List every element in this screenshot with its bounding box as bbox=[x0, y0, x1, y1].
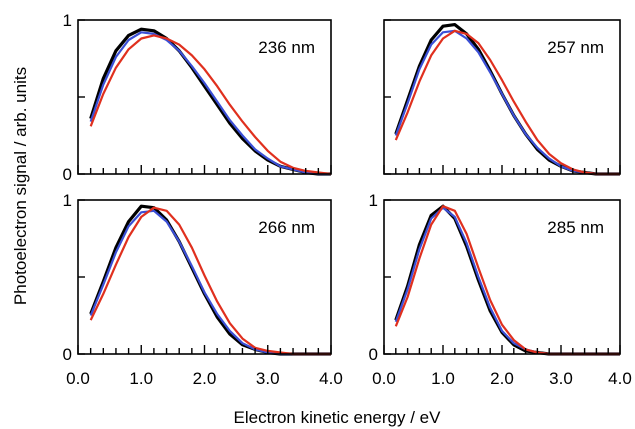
panel-title: 266 nm bbox=[258, 218, 315, 237]
x-tick-label: 1.0 bbox=[129, 369, 153, 388]
x-tick-label: 3.0 bbox=[549, 369, 573, 388]
x-tick-label: 4.0 bbox=[608, 369, 632, 388]
y-tick-label: 0 bbox=[369, 345, 378, 364]
x-tick-label: 2.0 bbox=[193, 369, 217, 388]
panel-1: 0 1 236 nm bbox=[63, 11, 332, 184]
x-axis-label: Electron kinetic energy / eV bbox=[234, 408, 442, 427]
y-axis-label: Photoelectron signal / arb. units bbox=[11, 67, 30, 305]
series-line-3 bbox=[394, 29, 620, 176]
panel-3: 0 1 0.0 1.0 2.0 3.0 4.0 266 nm bbox=[63, 191, 343, 388]
y-tick-label: 1 bbox=[369, 191, 378, 210]
x-tick-label: 3.0 bbox=[256, 369, 280, 388]
y-tick-label: 1 bbox=[63, 191, 72, 210]
panel-title: 257 nm bbox=[547, 38, 604, 57]
x-tick-label: 1.0 bbox=[431, 369, 455, 388]
x-tick-label: 0.0 bbox=[66, 369, 90, 388]
y-tick-label: 0 bbox=[63, 165, 72, 184]
x-tick-label: 4.0 bbox=[319, 369, 343, 388]
panel-title: 236 nm bbox=[258, 38, 315, 57]
y-tick-label: 0 bbox=[63, 345, 72, 364]
panel-4: 0 1 0.0 1.0 2.0 3.0 4.0 285 nm bbox=[369, 191, 632, 388]
panel-title: 285 nm bbox=[547, 218, 604, 237]
series-line-2 bbox=[89, 31, 331, 176]
y-tick-label: 1 bbox=[63, 11, 72, 30]
panel-2: 257 nm bbox=[383, 19, 621, 176]
x-tick-label: 0.0 bbox=[372, 369, 396, 388]
x-tick-label: 2.0 bbox=[490, 369, 514, 388]
series-line-3 bbox=[89, 34, 332, 176]
